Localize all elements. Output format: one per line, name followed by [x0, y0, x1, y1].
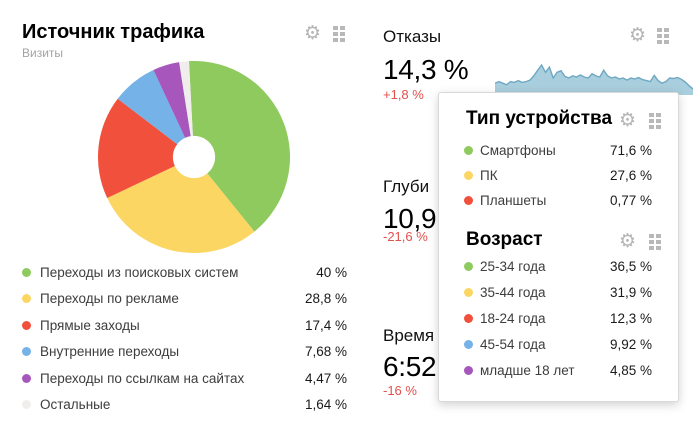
age-color-dot — [464, 287, 473, 297]
traffic-widget-metric-label: Визиты — [22, 46, 64, 60]
device-color-dot — [464, 146, 473, 155]
device-label: ПК — [480, 168, 498, 183]
bounces-settings-gear-icon[interactable]: ⚙ — [629, 24, 647, 46]
legend-item: Прямые заходы 17,4 % — [22, 312, 347, 339]
age-settings-gear-icon[interactable]: ⚙ — [619, 230, 637, 252]
legend-label: Остальные — [40, 397, 111, 413]
legend-item: Внутренние переходы 7,68 % — [22, 339, 347, 366]
age-color-dot — [464, 339, 473, 349]
device-label: Смартфоны — [480, 143, 556, 158]
device-row: Смартфоны 71,6 % — [464, 138, 652, 163]
traffic-widget-title: Источник трафика — [22, 21, 205, 43]
legend-item: Переходы из поисковых систем 40 % — [22, 259, 347, 286]
traffic-legend: Переходы из поисковых систем 40 % Перехо… — [22, 259, 347, 418]
traffic-sources-donut-chart[interactable] — [98, 61, 290, 253]
age-label: 18-24 года — [480, 310, 546, 326]
legend-value: 7,68 % — [304, 344, 347, 360]
legend-item: Остальные 1,64 % — [22, 392, 347, 419]
legend-value: 17,4 % — [304, 317, 347, 333]
legend-item: Переходы по рекламе 28,8 % — [22, 286, 347, 313]
device-panel-title: Тип устройства — [466, 108, 613, 129]
legend-color-dot — [22, 294, 31, 304]
time-value: 6:52 — [383, 351, 437, 382]
legend-color-dot — [22, 373, 31, 383]
device-color-dot — [464, 171, 473, 180]
legend-label: Переходы из поисковых систем — [40, 264, 239, 280]
age-color-dot — [464, 365, 473, 375]
device-label: Планшеты — [480, 193, 547, 208]
device-row: ПК 27,6 % — [464, 163, 652, 188]
legend-color-dot — [22, 267, 31, 277]
pie-slice[interactable] — [98, 98, 178, 199]
device-settings-gear-icon[interactable]: ⚙ — [619, 109, 637, 131]
time-change: -16 % — [383, 383, 417, 398]
device-drag-handle-icon[interactable] — [649, 113, 661, 129]
device-value: 0,77 % — [609, 193, 652, 208]
age-label: 25-34 года — [480, 258, 546, 274]
age-value: 4,85 % — [609, 362, 652, 378]
age-row: 18-24 года 12,3 % — [464, 305, 652, 331]
age-color-dot — [464, 313, 473, 323]
age-row: 45-54 года 9,92 % — [464, 331, 652, 357]
legend-item: Переходы по ссылкам на сайтах 4,47 % — [22, 365, 347, 392]
age-value: 9,92 % — [609, 336, 652, 352]
legend-label: Переходы по ссылкам на сайтах — [40, 370, 245, 386]
pie-slice[interactable] — [153, 62, 191, 138]
legend-color-dot — [22, 347, 31, 357]
bounces-value: 14,3 % — [383, 54, 469, 85]
age-label: младше 18 лет — [480, 362, 575, 378]
legend-color-dot — [22, 400, 31, 410]
pie-slice[interactable] — [117, 69, 186, 145]
age-label: 35-44 года — [480, 284, 546, 300]
age-value: 12,3 % — [609, 310, 652, 326]
bounces-widget-title: Отказы — [383, 27, 442, 46]
age-color-dot — [464, 261, 473, 271]
bounces-drag-handle-icon[interactable] — [657, 28, 669, 44]
bounces-sparkline-chart — [495, 63, 693, 95]
legend-color-dot — [22, 320, 31, 330]
traffic-settings-gear-icon[interactable]: ⚙ — [304, 22, 322, 44]
sparkline-area — [495, 65, 693, 95]
sparkline-line — [495, 63, 693, 90]
age-row: младше 18 лет 4,85 % — [464, 357, 652, 383]
overlay-card: Тип устройства ⚙ Смартфоны 71,6 % ПК 27,… — [438, 92, 679, 402]
legend-value: 4,47 % — [304, 370, 347, 386]
legend-value: 40 % — [316, 264, 347, 280]
device-value: 27,6 % — [609, 168, 652, 183]
legend-value: 28,8 % — [304, 291, 347, 307]
bounces-change: +1,8 % — [383, 87, 424, 102]
age-label: 45-54 года — [480, 336, 546, 352]
traffic-drag-handle-icon[interactable] — [333, 26, 345, 42]
legend-value: 1,64 % — [304, 397, 347, 413]
age-row: 35-44 года 31,9 % — [464, 279, 652, 305]
device-color-dot — [464, 196, 473, 205]
device-value: 71,6 % — [609, 143, 652, 158]
depth-widget-title: Глуби — [383, 177, 430, 196]
pie-slice[interactable] — [188, 61, 290, 232]
pie-slice[interactable] — [107, 166, 255, 253]
age-row: 25-34 года 36,5 % — [464, 253, 652, 279]
legend-label: Прямые заходы — [40, 317, 140, 333]
pie-slice[interactable] — [179, 61, 193, 137]
legend-label: Внутренние переходы — [40, 344, 180, 360]
age-value: 36,5 % — [609, 258, 652, 274]
age-drag-handle-icon[interactable] — [649, 234, 661, 250]
depth-change: -21,6 % — [383, 229, 428, 244]
age-panel-title: Возраст — [466, 229, 543, 250]
legend-label: Переходы по рекламе — [40, 291, 179, 307]
depth-value: 10,9 — [383, 203, 437, 234]
age-panel-rows: 25-34 года 36,5 % 35-44 года 31,9 % 18-2… — [464, 253, 652, 383]
age-value: 31,9 % — [609, 284, 652, 300]
device-row: Планшеты 0,77 % — [464, 188, 652, 213]
device-panel-rows: Смартфоны 71,6 % ПК 27,6 % Планшеты 0,77… — [464, 138, 652, 213]
time-widget-title: Время — [383, 326, 435, 345]
